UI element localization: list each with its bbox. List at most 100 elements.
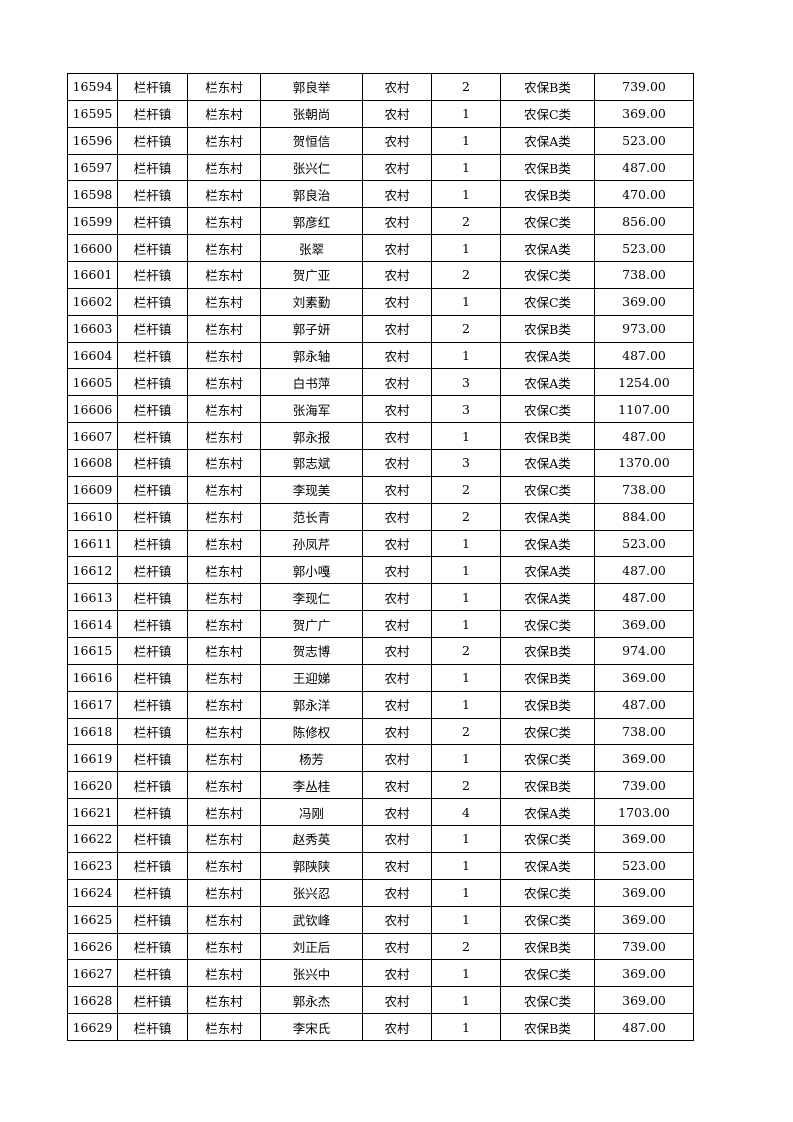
table-row: 16602 栏杆镇 栏东村 刘素勤 农村 1 农保C类 369.00 xyxy=(67,287,694,316)
household-type-cell: 农村 xyxy=(362,556,432,585)
table-row: 16596 栏杆镇 栏东村 贺恒信 农村 1 农保A类 523.00 xyxy=(67,126,694,155)
amount-cell: 1703.00 xyxy=(594,798,694,827)
town-cell: 栏杆镇 xyxy=(117,610,188,639)
household-type-cell: 农村 xyxy=(362,341,432,370)
insurance-category-cell: 农保C类 xyxy=(500,717,595,746)
household-type-cell: 农村 xyxy=(362,261,432,289)
village-cell: 栏东村 xyxy=(187,610,261,639)
town-cell: 栏杆镇 xyxy=(117,1013,188,1041)
village-cell: 栏东村 xyxy=(187,744,261,773)
amount-cell: 523.00 xyxy=(594,851,694,880)
table-row: 16608 栏杆镇 栏东村 郭志斌 农村 3 农保A类 1370.00 xyxy=(67,449,694,477)
member-count-cell: 1 xyxy=(431,825,501,853)
person-name-cell: 郭陕陕 xyxy=(260,851,363,880)
town-cell: 栏杆镇 xyxy=(117,126,188,155)
person-name-cell: 冯刚 xyxy=(260,798,363,827)
household-type-cell: 农村 xyxy=(362,610,432,639)
household-type-cell: 农村 xyxy=(362,126,432,155)
village-cell: 栏东村 xyxy=(187,825,261,853)
member-count-cell: 1 xyxy=(431,1013,501,1041)
insurance-category-cell: 农保A类 xyxy=(500,368,595,397)
table-row: 16598 栏杆镇 栏东村 郭良治 农村 1 农保B类 470.00 xyxy=(67,180,694,209)
table-row: 16618 栏杆镇 栏东村 陈修权 农村 2 农保C类 738.00 xyxy=(67,717,694,746)
insurance-category-cell: 农保A类 xyxy=(500,583,595,612)
person-name-cell: 李现仁 xyxy=(260,583,363,612)
person-name-cell: 李宋氏 xyxy=(260,1013,363,1041)
household-type-cell: 农村 xyxy=(362,744,432,773)
member-count-cell: 2 xyxy=(431,502,501,531)
records-table-body: 16594 栏杆镇 栏东村 郭良举 农村 2 农保B类 739.00 16595 栏杆镇 栏东村 张朝… xyxy=(67,73,694,1041)
household-type-cell: 农村 xyxy=(362,851,432,880)
household-type-cell: 农村 xyxy=(362,690,432,719)
household-type-cell: 农村 xyxy=(362,395,432,424)
member-count-cell: 1 xyxy=(431,556,501,585)
town-cell: 栏杆镇 xyxy=(117,341,188,370)
insurance-category-cell: 农保A类 xyxy=(500,341,595,370)
row-number-cell: 16605 xyxy=(67,368,118,397)
amount-cell: 487.00 xyxy=(594,556,694,585)
person-name-cell: 张翠 xyxy=(260,234,363,263)
insurance-category-cell: 农保C类 xyxy=(500,99,595,128)
person-name-cell: 白书萍 xyxy=(260,368,363,397)
member-count-cell: 2 xyxy=(431,771,501,800)
insurance-category-cell: 农保C类 xyxy=(500,287,595,316)
town-cell: 栏杆镇 xyxy=(117,959,188,988)
table-row: 16625 栏杆镇 栏东村 武钦峰 农村 1 农保C类 369.00 xyxy=(67,905,694,934)
insurance-category-cell: 农保A类 xyxy=(500,556,595,585)
household-type-cell: 农村 xyxy=(362,878,432,907)
member-count-cell: 1 xyxy=(431,126,501,155)
person-name-cell: 李现美 xyxy=(260,475,363,504)
person-name-cell: 郭良治 xyxy=(260,180,363,209)
member-count-cell: 1 xyxy=(431,986,501,1015)
household-type-cell: 农村 xyxy=(362,475,432,504)
table-row: 16627 栏杆镇 栏东村 张兴中 农村 1 农保C类 369.00 xyxy=(67,959,694,988)
table-row: 16611 栏杆镇 栏东村 孙凤芹 农村 1 农保A类 523.00 xyxy=(67,529,694,558)
village-cell: 栏东村 xyxy=(187,771,261,800)
row-number-cell: 16621 xyxy=(67,798,118,827)
insurance-category-cell: 农保A类 xyxy=(500,798,595,827)
table-row: 16615 栏杆镇 栏东村 贺志博 农村 2 农保B类 974.00 xyxy=(67,637,694,665)
insurance-category-cell: 农保A类 xyxy=(500,502,595,531)
household-type-cell: 农村 xyxy=(362,422,432,451)
row-number-cell: 16619 xyxy=(67,744,118,773)
town-cell: 栏杆镇 xyxy=(117,502,188,531)
household-type-cell: 农村 xyxy=(362,663,432,692)
village-cell: 栏东村 xyxy=(187,341,261,370)
row-number-cell: 16622 xyxy=(67,825,118,853)
insurance-category-cell: 农保B类 xyxy=(500,663,595,692)
household-type-cell: 农村 xyxy=(362,234,432,263)
household-type-cell: 农村 xyxy=(362,314,432,343)
household-type-cell: 农村 xyxy=(362,986,432,1015)
insurance-category-cell: 农保A类 xyxy=(500,126,595,155)
row-number-cell: 16625 xyxy=(67,905,118,934)
town-cell: 栏杆镇 xyxy=(117,798,188,827)
table-row: 16621 栏杆镇 栏东村 冯刚 农村 4 农保A类 1703.00 xyxy=(67,798,694,827)
person-name-cell: 范长青 xyxy=(260,502,363,531)
amount-cell: 487.00 xyxy=(594,583,694,612)
member-count-cell: 1 xyxy=(431,610,501,639)
village-cell: 栏东村 xyxy=(187,798,261,827)
person-name-cell: 孙凤芹 xyxy=(260,529,363,558)
village-cell: 栏东村 xyxy=(187,261,261,289)
amount-cell: 487.00 xyxy=(594,690,694,719)
member-count-cell: 3 xyxy=(431,395,501,424)
amount-cell: 1107.00 xyxy=(594,395,694,424)
insurance-category-cell: 农保B类 xyxy=(500,932,595,961)
insurance-category-cell: 农保A类 xyxy=(500,449,595,477)
village-cell: 栏东村 xyxy=(187,234,261,263)
town-cell: 栏杆镇 xyxy=(117,905,188,934)
amount-cell: 487.00 xyxy=(594,153,694,182)
insurance-category-cell: 农保B类 xyxy=(500,637,595,665)
person-name-cell: 贺志博 xyxy=(260,637,363,665)
village-cell: 栏东村 xyxy=(187,449,261,477)
row-number-cell: 16614 xyxy=(67,610,118,639)
table-row: 16603 栏杆镇 栏东村 郭子妍 农村 2 农保B类 973.00 xyxy=(67,314,694,343)
row-number-cell: 16611 xyxy=(67,529,118,558)
table-row: 16619 栏杆镇 栏东村 杨芳 农村 1 农保C类 369.00 xyxy=(67,744,694,773)
amount-cell: 884.00 xyxy=(594,502,694,531)
town-cell: 栏杆镇 xyxy=(117,878,188,907)
person-name-cell: 刘正后 xyxy=(260,932,363,961)
insurance-category-cell: 农保C类 xyxy=(500,744,595,773)
person-name-cell: 李丛桂 xyxy=(260,771,363,800)
amount-cell: 369.00 xyxy=(594,99,694,128)
